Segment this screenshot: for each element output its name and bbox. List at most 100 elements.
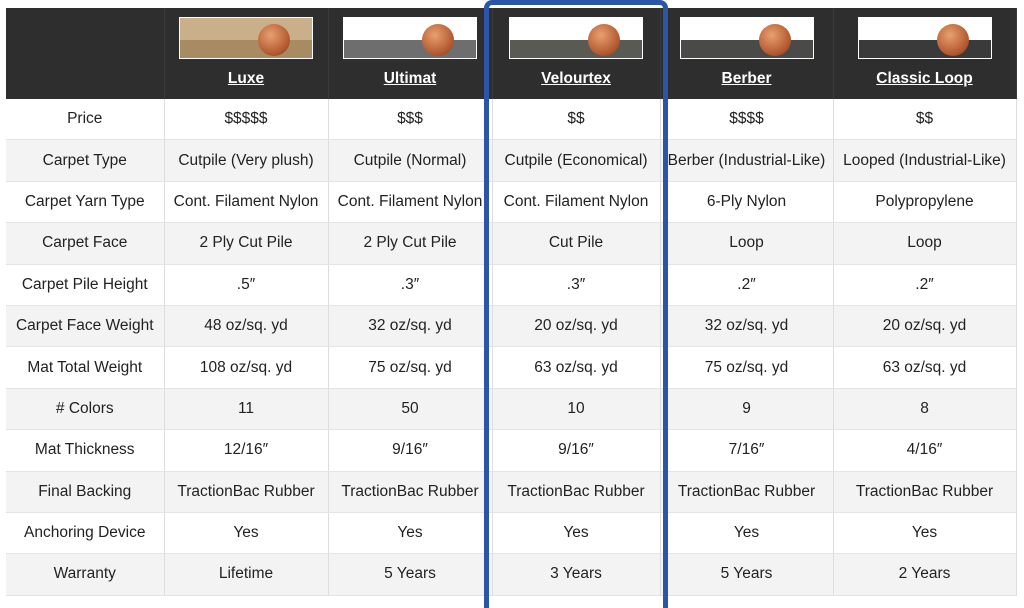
product-link[interactable]: Berber — [721, 70, 772, 87]
cell-value: TractionBac Rubber — [164, 471, 329, 513]
cell-value: .2″ — [833, 264, 1017, 306]
table-row: Carpet Face Weight 48 oz/sq. yd 32 oz/sq. … — [6, 305, 1017, 348]
table-row: Carpet Pile Height .5″ .3″ .3″ .2″ .2″ — [6, 264, 1017, 306]
row-label: Carpet Yarn Type — [6, 181, 165, 224]
cell-value: 10 — [492, 388, 661, 431]
row-label: Price — [6, 99, 165, 141]
cell-value: .5″ — [164, 264, 329, 306]
table-row: Carpet Type Cutpile (Very plush) Cutpile (… — [6, 139, 1017, 182]
row-label: Carpet Type — [6, 139, 165, 182]
cell-value: 7/16″ — [660, 429, 834, 472]
product-header-luxe: Luxe — [164, 8, 329, 99]
table-row: # Colors 11 50 10 9 8 — [6, 388, 1017, 431]
cell-value: 108 oz/sq. yd — [164, 346, 329, 389]
cell-value: Cont. Filament Nylon — [492, 181, 661, 224]
cell-value: Cutpile (Economical) — [492, 139, 661, 182]
cell-value: 9/16″ — [328, 429, 493, 472]
cell-value: 11 — [164, 388, 329, 431]
cell-value: 50 — [328, 388, 493, 431]
cell-value: $$ — [492, 99, 661, 141]
product-header-velourtex: Velourtex — [492, 8, 661, 99]
cell-value: Cutpile (Normal) — [328, 139, 493, 182]
product-header-ultimat: Ultimat — [328, 8, 493, 99]
header-empty-cell — [6, 8, 165, 99]
penny-icon — [936, 24, 969, 56]
cell-value: 75 oz/sq. yd — [660, 346, 834, 389]
cell-value: 20 oz/sq. yd — [492, 305, 661, 348]
carpet-sample-image[interactable] — [679, 17, 814, 59]
row-label: Warranty — [6, 553, 165, 596]
table-row: Final Backing TractionBac Rubber TractionB… — [6, 471, 1017, 513]
cell-value: 4/16″ — [833, 429, 1017, 472]
penny-icon — [758, 24, 791, 56]
cell-value: 20 oz/sq. yd — [833, 305, 1017, 348]
cell-value: Yes — [660, 512, 834, 555]
row-label: Final Backing — [6, 471, 165, 513]
cell-value: 9/16″ — [492, 429, 661, 472]
cell-value: Cutpile (Very plush) — [164, 139, 329, 182]
cell-value: 63 oz/sq. yd — [833, 346, 1017, 389]
table-row: Carpet Face 2 Ply Cut Pile 2 Ply Cut Pile C… — [6, 222, 1017, 265]
cell-value: Cont. Filament Nylon — [164, 181, 329, 224]
cell-value: $$$$ — [660, 99, 834, 141]
cell-value: TractionBac Rubber — [492, 471, 661, 513]
row-label: Anchoring Device — [6, 512, 165, 555]
product-link[interactable]: Classic Loop — [876, 70, 973, 87]
cell-value: $$ — [833, 99, 1017, 141]
carpet-sample-image[interactable] — [179, 17, 313, 59]
table-row: Mat Thickness 12/16″ 9/16″ 9/16″ 7/16″ 4/16″ — [6, 429, 1017, 472]
row-label: Mat Thickness — [6, 429, 165, 472]
cell-value: TractionBac Rubber — [833, 471, 1017, 513]
cell-value: 6-Ply Nylon — [660, 181, 834, 224]
cell-value: Yes — [492, 512, 661, 555]
product-header-classic-loop: Classic Loop — [833, 8, 1017, 99]
cell-value: Looped (Industrial-Like) — [833, 139, 1017, 182]
cell-value: 12/16″ — [164, 429, 329, 472]
row-label: Carpet Face Weight — [6, 305, 165, 348]
table-row: Mat Total Weight 108 oz/sq. yd 75 oz/sq. y… — [6, 346, 1017, 389]
carpet-sample-image[interactable] — [343, 17, 477, 59]
cell-value: TractionBac Rubber — [328, 471, 493, 513]
cell-value: Loop — [833, 222, 1017, 265]
cell-value: .2″ — [660, 264, 834, 306]
cell-value: Loop — [660, 222, 834, 265]
cell-value: 3 Years — [492, 553, 661, 596]
cell-value: 5 Years — [328, 553, 493, 596]
table-row: Price $$$$$ $$$ $$ $$$$ $$ — [6, 99, 1017, 141]
cell-value: 32 oz/sq. yd — [660, 305, 834, 348]
cell-value: 9 — [660, 388, 834, 431]
cell-value: $$$ — [328, 99, 493, 141]
cell-value: 48 oz/sq. yd — [164, 305, 329, 348]
product-header-berber: Berber — [660, 8, 834, 99]
cell-value: Cut Pile — [492, 222, 661, 265]
cell-value: 2 Ply Cut Pile — [164, 222, 329, 265]
product-link[interactable]: Velourtex — [541, 70, 611, 87]
table-row: Carpet Yarn Type Cont. Filament Nylon Cont… — [6, 181, 1017, 224]
product-link[interactable]: Luxe — [227, 70, 265, 87]
cell-value: Lifetime — [164, 553, 329, 596]
product-link[interactable]: Ultimat — [383, 70, 437, 87]
cell-value: .3″ — [492, 264, 661, 306]
table-row: Warranty Lifetime 5 Years 3 Years 5 Years 2 Y… — [6, 553, 1017, 596]
carpet-sample-image[interactable] — [857, 17, 992, 59]
header-row: Luxe Ultimat Velourtex Berber Classic Loop — [6, 8, 1017, 99]
row-label: Carpet Face — [6, 222, 165, 265]
cell-value: 75 oz/sq. yd — [328, 346, 493, 389]
row-label: # Colors — [6, 388, 165, 431]
table-row: Anchoring Device Yes Yes Yes Yes Yes — [6, 512, 1017, 555]
cell-value: 2 Ply Cut Pile — [328, 222, 493, 265]
cell-value: 32 oz/sq. yd — [328, 305, 493, 348]
penny-icon — [422, 24, 454, 56]
cell-value: TractionBac Rubber — [660, 471, 834, 513]
cell-value: 63 oz/sq. yd — [492, 346, 661, 389]
cell-value: .3″ — [328, 264, 493, 306]
cell-value: Yes — [833, 512, 1017, 555]
cell-value: Yes — [164, 512, 329, 555]
cell-value: 5 Years — [660, 553, 834, 596]
carpet-sample-image[interactable] — [509, 17, 643, 59]
cell-value: $$$$$ — [164, 99, 329, 141]
cell-value: 2 Years — [833, 553, 1017, 596]
cell-value: Berber (Industrial-Like) — [660, 139, 834, 182]
cell-value: Yes — [328, 512, 493, 555]
row-label: Mat Total Weight — [6, 346, 165, 389]
